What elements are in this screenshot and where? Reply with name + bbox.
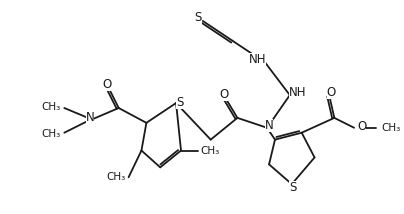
Text: CH₃: CH₃ <box>382 123 401 133</box>
Text: O: O <box>219 88 228 101</box>
Text: O: O <box>102 78 112 91</box>
Text: N: N <box>86 111 95 124</box>
Text: CH₃: CH₃ <box>201 146 220 156</box>
Text: S: S <box>176 96 184 108</box>
Text: CH₃: CH₃ <box>106 172 126 182</box>
Text: NH: NH <box>289 86 307 99</box>
Text: S: S <box>289 181 297 194</box>
Text: CH₃: CH₃ <box>41 102 60 112</box>
Text: N: N <box>265 119 274 132</box>
Text: S: S <box>194 12 202 24</box>
Text: O: O <box>357 120 366 133</box>
Text: NH: NH <box>248 53 266 66</box>
Text: O: O <box>327 86 336 99</box>
Text: CH₃: CH₃ <box>41 129 60 139</box>
